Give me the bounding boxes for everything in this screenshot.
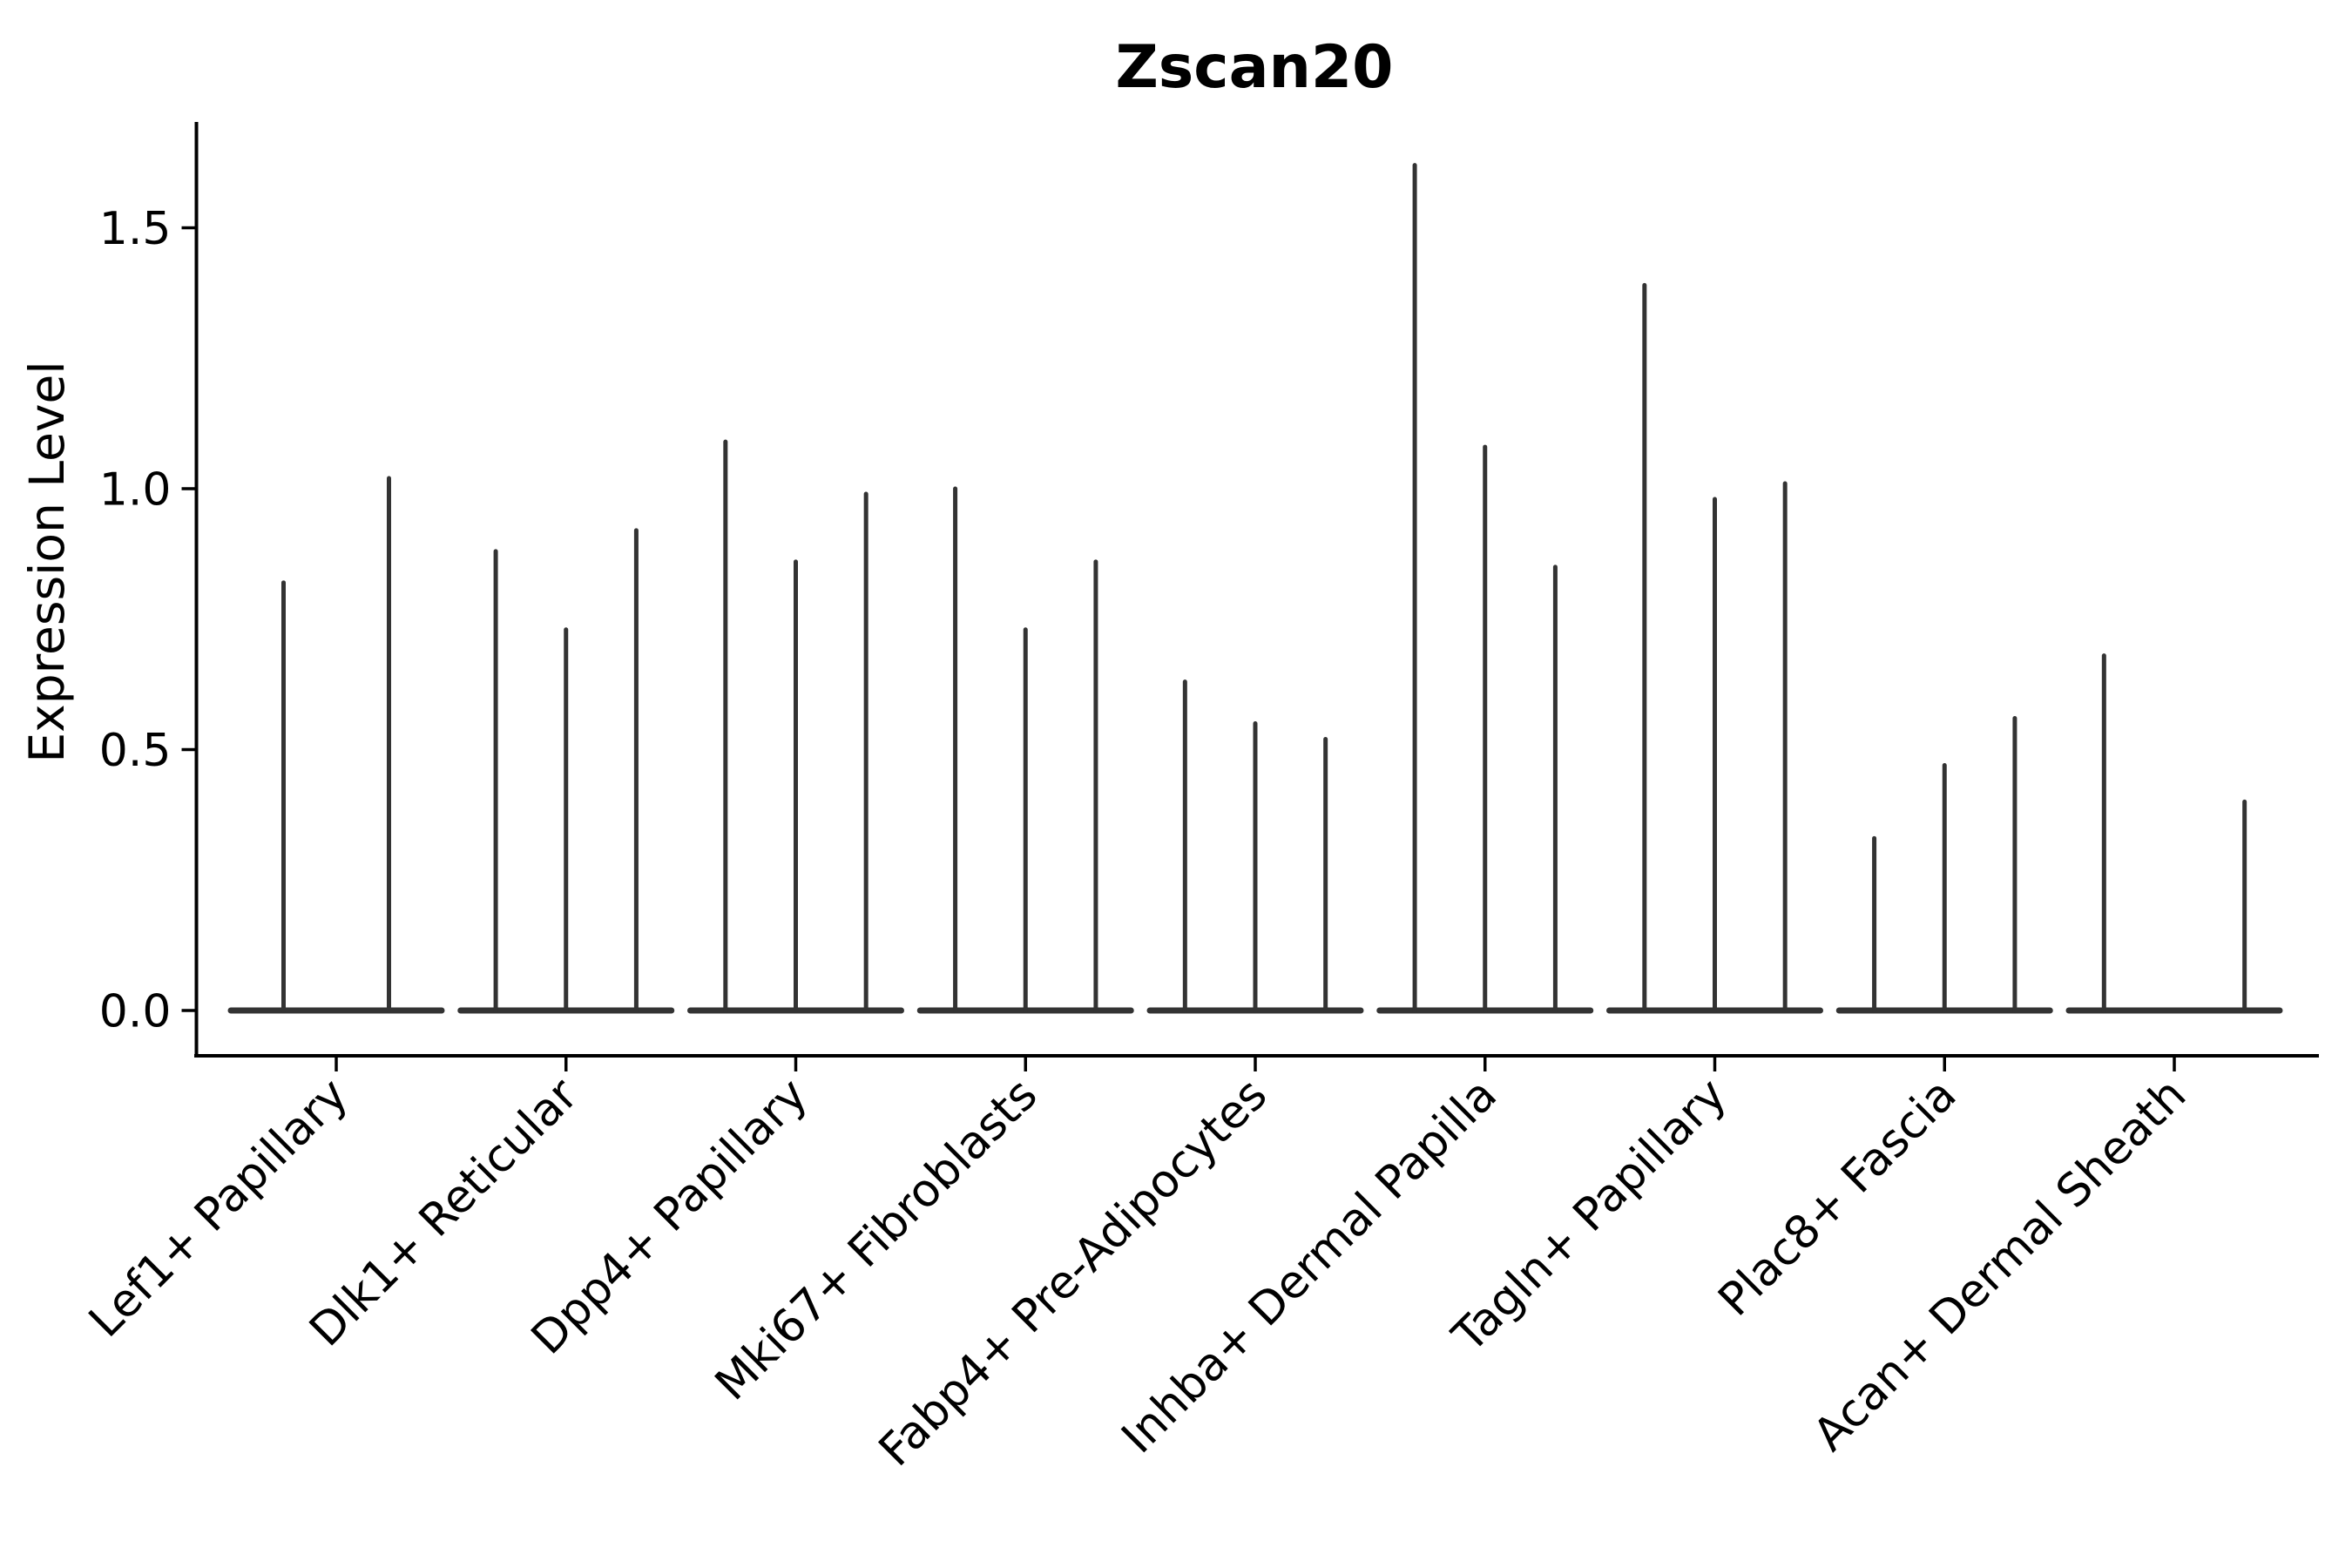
y-tick-label: 1.0 [99,464,172,517]
x-category-label: Fabp4+ Pre-Adipocytes [869,1069,1277,1477]
chart-title: Zscan20 [1115,33,1393,102]
y-tick-label: 0.5 [99,725,172,777]
y-tick-label: 0.0 [99,986,172,1038]
y-axis-label: Expression Level [19,361,75,762]
x-category-label: Plac8+ Fascia [1709,1069,1967,1327]
x-category-label: Inhba+ Dermal Papilla [1112,1069,1506,1463]
y-tick-label: 1.5 [99,203,172,255]
x-category-label: Acan+ Dermal Sheath [1804,1069,2197,1462]
